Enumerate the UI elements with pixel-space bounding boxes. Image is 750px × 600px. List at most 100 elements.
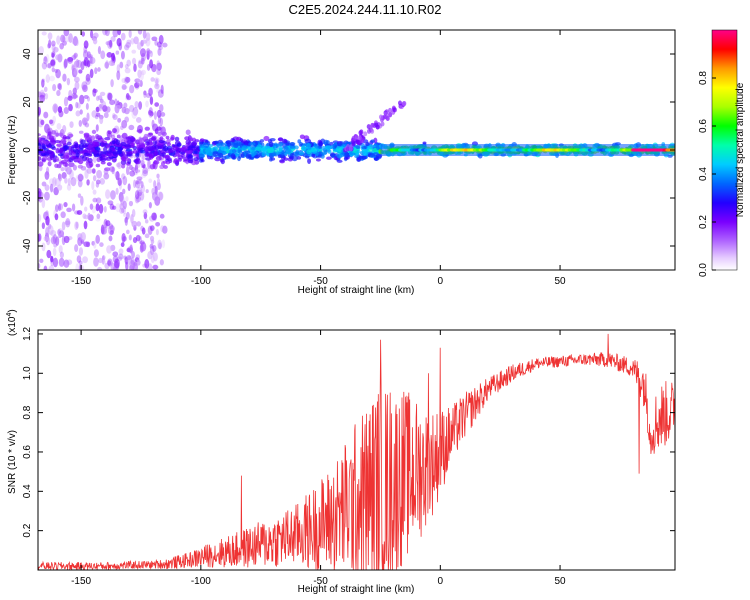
scale-suffix: ) bbox=[7, 309, 18, 312]
spectrogram-cell bbox=[129, 136, 135, 143]
spectrogram-cell bbox=[156, 41, 162, 48]
spectrogram-cell bbox=[115, 170, 120, 181]
spectrogram-cell bbox=[47, 161, 52, 166]
spectrogram-cell bbox=[58, 203, 62, 212]
spectrogram-cell bbox=[89, 147, 96, 153]
spectrogram-cell bbox=[38, 191, 44, 199]
spectrogram-cell bbox=[392, 107, 397, 113]
spectrogram-cell bbox=[67, 178, 71, 186]
spectrogram-cell bbox=[131, 109, 138, 120]
spectrogram-cell bbox=[82, 84, 88, 93]
spectrogram-cell bbox=[185, 129, 191, 136]
spectrogram-cell bbox=[131, 250, 135, 259]
spectrogram-cell bbox=[214, 156, 221, 162]
spectrogram-cell bbox=[100, 161, 106, 165]
spectrogram-cell bbox=[359, 129, 364, 135]
spectrogram-cell bbox=[59, 161, 65, 165]
spectrogram-cell bbox=[127, 183, 131, 192]
spectrogram-cell bbox=[51, 43, 56, 52]
spectrogram-x-axis-label: Height of straight line (km) bbox=[298, 285, 415, 296]
spectrogram-cell bbox=[122, 188, 126, 195]
snr-y-tick-label: 0.8 bbox=[22, 405, 33, 419]
spectrogram-y-axis-label: Frequency (Hz) bbox=[7, 116, 18, 185]
spectrogram-cell bbox=[52, 83, 57, 92]
spectrogram-cell bbox=[159, 136, 164, 141]
spectrogram-cell bbox=[92, 38, 98, 45]
spectrogram-cell bbox=[177, 158, 182, 162]
spectrogram-cell bbox=[52, 257, 59, 268]
spectrogram-cell bbox=[59, 42, 64, 50]
spectrogram-cell bbox=[153, 180, 157, 189]
spectrogram-cell bbox=[41, 181, 47, 187]
spectrogram-cell bbox=[55, 132, 60, 137]
spectrogram-y-ticks: -40 -20 0 20 40 bbox=[22, 48, 675, 253]
spectrogram-cell bbox=[141, 57, 145, 65]
spectrogram-cell bbox=[77, 173, 84, 182]
spectrogram-cell bbox=[138, 178, 142, 184]
spectrogram-cell bbox=[370, 139, 375, 144]
spectrogram-cell bbox=[121, 85, 128, 90]
spectrogram-cell bbox=[358, 155, 363, 160]
spectrogram-cell bbox=[69, 169, 74, 180]
spectrogram-cell bbox=[114, 258, 120, 269]
spectrogram-cell bbox=[68, 33, 73, 43]
spectrogram-cell bbox=[370, 128, 375, 134]
spectrogram-cell bbox=[220, 142, 225, 147]
spectrogram-cell bbox=[221, 155, 227, 161]
spectrogram-cell bbox=[150, 254, 155, 264]
spectrogram-cell bbox=[95, 234, 100, 244]
spectrogram-cell bbox=[151, 212, 157, 221]
snr-series-line bbox=[38, 333, 675, 570]
spectrogram-cell bbox=[43, 86, 48, 92]
spectrogram-cell bbox=[98, 257, 103, 264]
spectrogram-cell bbox=[44, 150, 49, 155]
spectrogram-cell bbox=[83, 152, 90, 157]
spectrogram-cell bbox=[149, 111, 154, 117]
spectrogram-cell bbox=[132, 107, 139, 116]
spectrogram-cell bbox=[101, 255, 106, 261]
spectrogram-cell bbox=[148, 87, 153, 97]
spectrogram-cell bbox=[76, 102, 81, 109]
spectrogram-cell bbox=[86, 179, 90, 186]
spectrogram-cell bbox=[121, 106, 127, 114]
spectrogram-cell bbox=[80, 61, 85, 71]
spectrogram-cell bbox=[156, 177, 161, 186]
spectrogram-cell bbox=[133, 36, 139, 45]
spectrogram-cell bbox=[51, 67, 55, 73]
spectrogram-cell bbox=[189, 136, 193, 142]
spectrogram-cell bbox=[99, 157, 107, 162]
spectrogram-cell bbox=[140, 143, 145, 148]
spectrogram-cell bbox=[110, 190, 116, 200]
spectrogram-cell bbox=[38, 107, 42, 116]
spectrogram-cell bbox=[230, 137, 235, 143]
spectrogram-cell bbox=[185, 150, 192, 155]
spectrogram-cell bbox=[74, 76, 80, 83]
spectrogram-cell bbox=[139, 48, 146, 57]
spectrogram-cell bbox=[134, 158, 141, 165]
spectrogram-cell bbox=[135, 254, 141, 260]
spectrogram-cell bbox=[112, 114, 118, 120]
colorbar-tick-label: 0.0 bbox=[698, 263, 709, 277]
spectrogram-cell bbox=[75, 110, 81, 117]
spectrogram-cell bbox=[159, 164, 165, 170]
spectrogram-cell bbox=[93, 257, 99, 267]
spectrogram-cell bbox=[289, 152, 295, 158]
spectrogram-cell bbox=[136, 142, 141, 147]
snr-x-tick-label: -100 bbox=[191, 576, 211, 587]
spectrogram-cell bbox=[44, 92, 49, 100]
spectrogram-cell bbox=[134, 82, 140, 89]
spectrogram-cell bbox=[157, 191, 163, 201]
spectrogram-cell bbox=[162, 42, 168, 48]
spectrogram-cell bbox=[80, 232, 86, 242]
spectrogram-cell bbox=[41, 31, 47, 36]
spectrogram-cell bbox=[74, 158, 79, 162]
spectrogram-cell bbox=[94, 67, 98, 75]
spectrogram-cell bbox=[51, 40, 56, 47]
spectrogram-y-tick-label: 0 bbox=[22, 147, 33, 153]
spectrogram-cell bbox=[159, 117, 164, 127]
spectrogram-cell bbox=[161, 131, 167, 137]
spectrogram-cell bbox=[84, 206, 88, 212]
spectrogram-cell bbox=[136, 176, 143, 181]
spectrogram-cell bbox=[144, 219, 149, 224]
spectrogram-cell bbox=[118, 253, 124, 260]
